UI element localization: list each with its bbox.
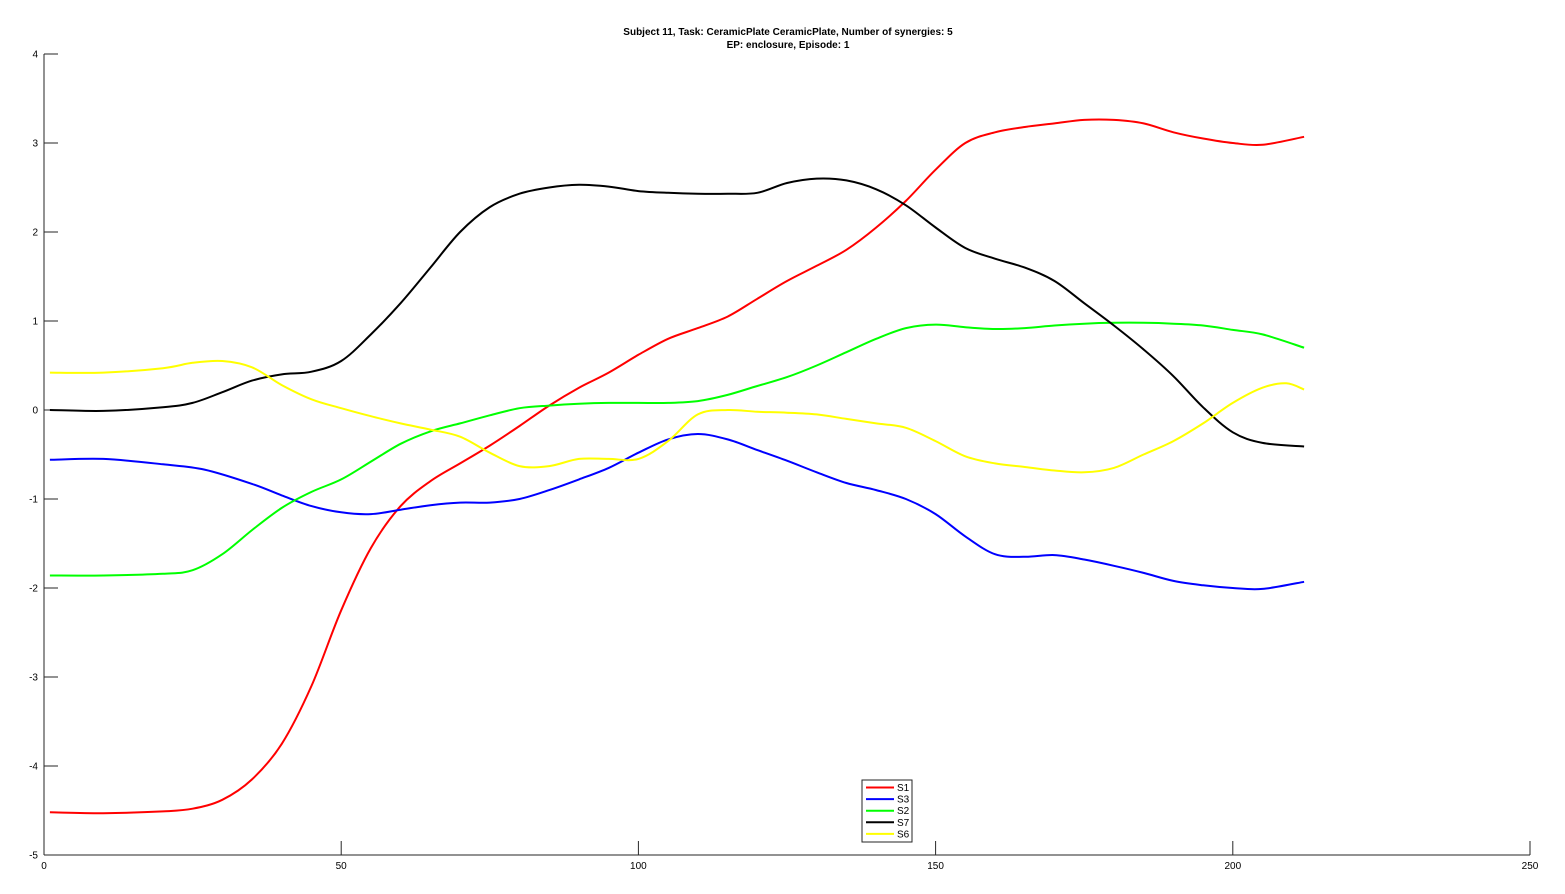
y-tick-label: 3 [32, 139, 38, 150]
x-tick-label: 0 [41, 861, 47, 872]
series-line-s6 [49, 359, 1305, 474]
x-tick-label: 150 [927, 861, 944, 872]
series-line-s3 [49, 433, 1305, 591]
y-tick-label: -3 [29, 673, 38, 684]
y-tick-label: -4 [29, 762, 38, 773]
legend-label-s7: S7 [897, 818, 910, 829]
y-tick-label: 2 [32, 228, 38, 239]
y-tick-label: -2 [29, 584, 38, 595]
x-tick-label: 200 [1224, 861, 1241, 872]
legend-label-s3: S3 [897, 795, 910, 806]
x-tick-label: 100 [630, 861, 647, 872]
y-tick-label: 0 [32, 406, 38, 417]
series-line-s1 [49, 118, 1305, 815]
chart-subtitle: EP: enclosure, Episode: 1 [727, 40, 850, 51]
y-tick-label: 1 [32, 317, 38, 328]
chart-title: Subject 11, Task: CeramicPlate CeramicPl… [623, 27, 953, 38]
y-tick-label: -5 [29, 851, 38, 862]
legend-label-s1: S1 [897, 783, 910, 794]
plot-area [49, 118, 1305, 815]
y-tick-label: 4 [32, 50, 38, 61]
series-line-s7 [49, 177, 1305, 448]
legend-label-s6: S6 [897, 829, 910, 840]
y-tick-label: -1 [29, 495, 38, 506]
x-tick-label: 50 [336, 861, 348, 872]
series-line-s2 [49, 321, 1305, 577]
axes: -5 -4 -3 -2 -1 0 1 2 3 4 0 50 100 150 200 250 [29, 50, 1539, 873]
x-tick-label: 250 [1522, 861, 1539, 872]
legend-label-s2: S2 [897, 806, 910, 817]
